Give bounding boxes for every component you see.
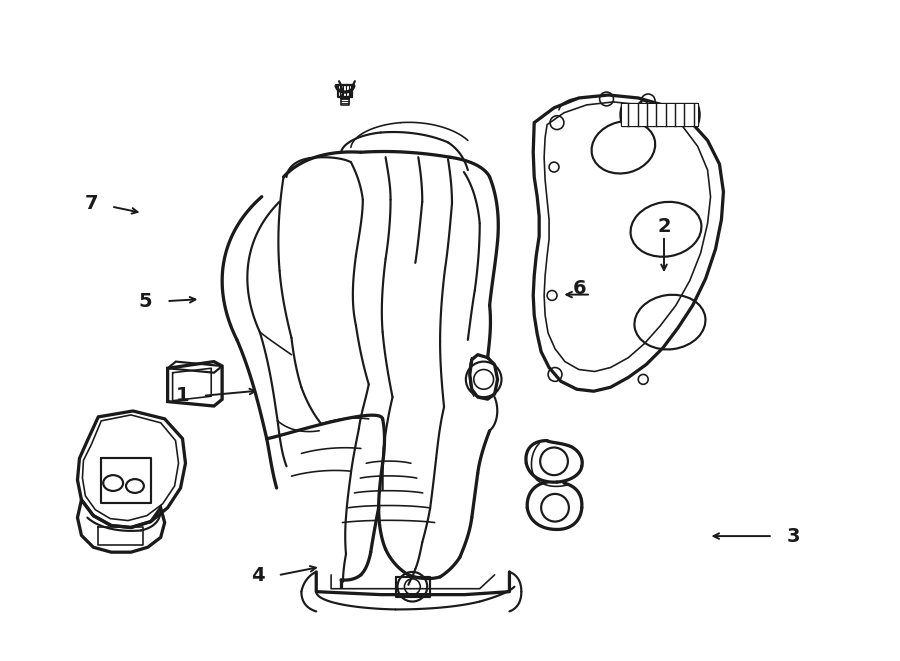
Text: 5: 5 xyxy=(139,292,152,311)
Text: 1: 1 xyxy=(176,386,189,405)
Bar xyxy=(623,104,698,126)
Text: 2: 2 xyxy=(657,217,670,235)
Text: 4: 4 xyxy=(251,566,266,585)
Text: 7: 7 xyxy=(85,194,98,213)
Text: 3: 3 xyxy=(787,527,800,545)
Text: 6: 6 xyxy=(572,278,586,297)
